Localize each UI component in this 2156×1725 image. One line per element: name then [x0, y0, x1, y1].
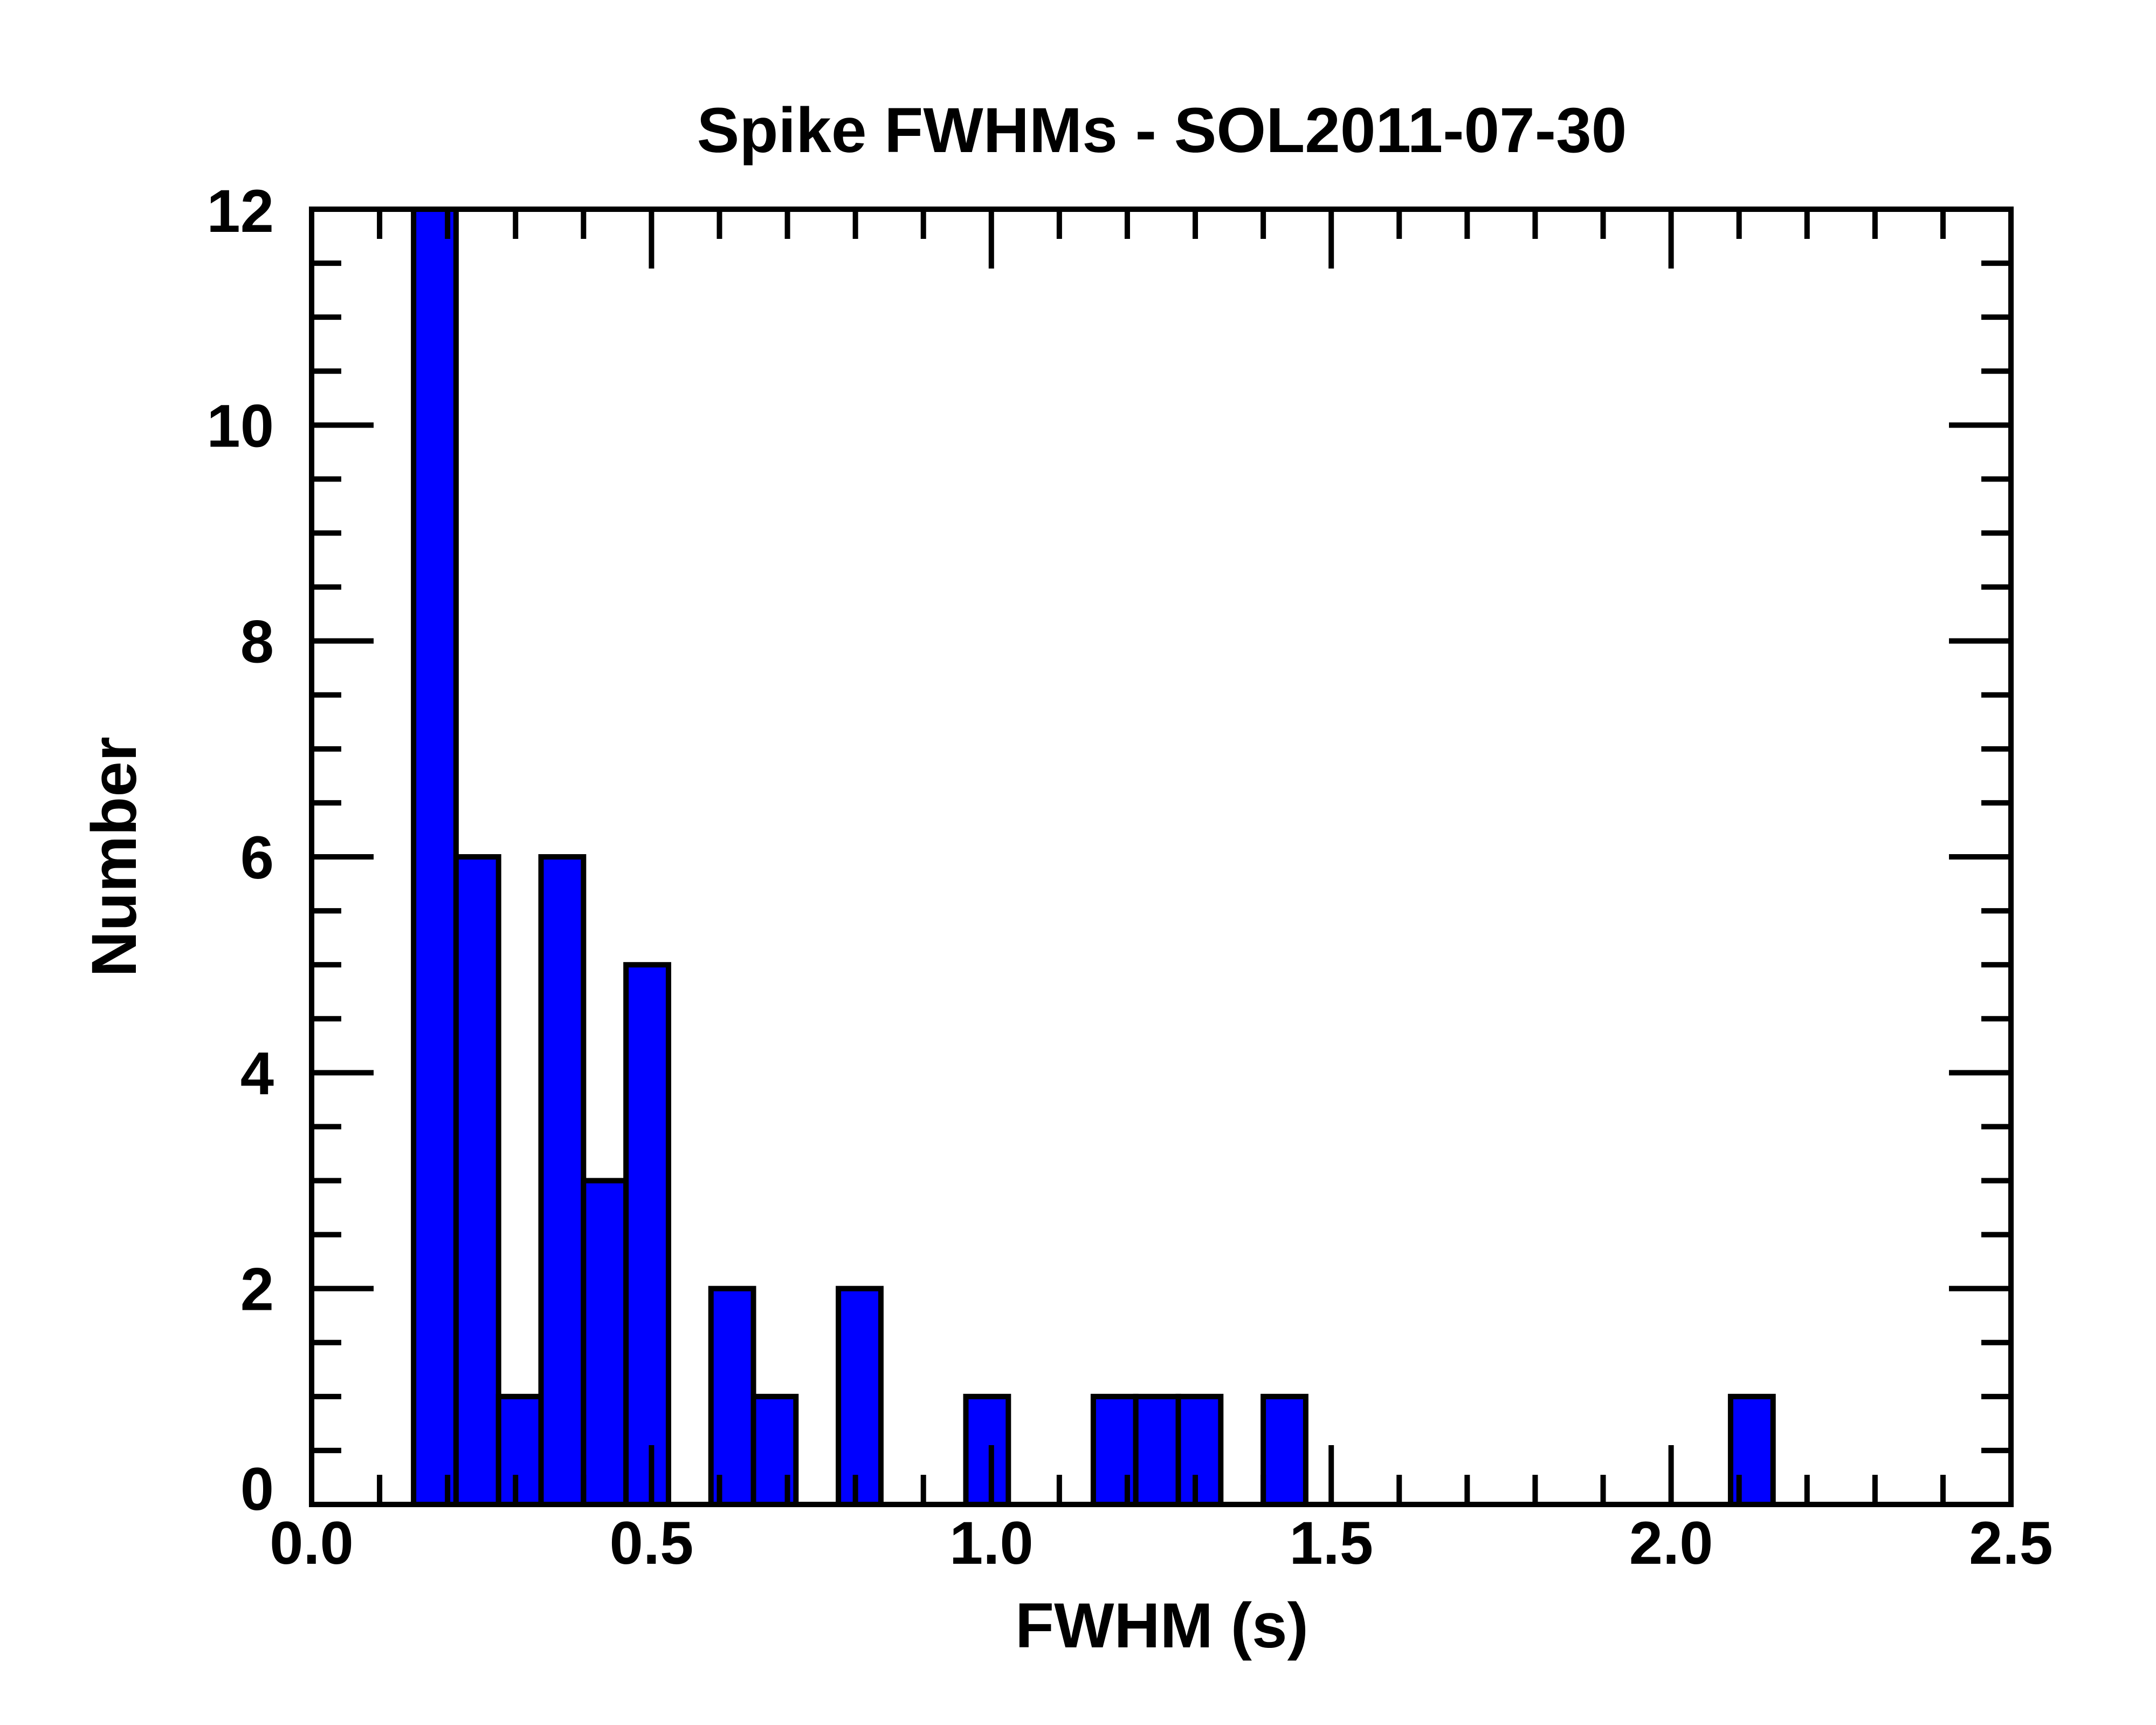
y-tick-labels: 0 2 4 6 8 10 12: [206, 177, 274, 1523]
x-axis-label: FWHM (s): [1015, 1590, 1308, 1661]
x-tick-label: 2.5: [1969, 1509, 2053, 1577]
histogram-bar: [411, 207, 459, 1507]
y-tick-label: 6: [240, 824, 274, 891]
y-tick-label: 4: [240, 1040, 274, 1107]
histogram-bar: [538, 854, 587, 1507]
y-tick-label: 8: [240, 608, 274, 676]
histogram-bar: [1175, 1393, 1224, 1507]
x-tick-label: 0.0: [270, 1509, 354, 1577]
chart-title: Spike FWHMs - SOL2011-07-30: [697, 95, 1627, 166]
plot-frame: [309, 207, 2014, 1507]
x-tick-labels: 0.0 0.5 1.0 1.5 2.0 2.5: [270, 1509, 2053, 1577]
histogram-bar: [495, 1393, 544, 1507]
x-tick-label: 1.0: [949, 1509, 1034, 1577]
x-tick-label: 2.0: [1629, 1509, 1713, 1577]
axis-ticks: [312, 209, 2011, 1504]
y-tick-label: 10: [206, 392, 274, 459]
histogram-bar: [836, 1286, 884, 1508]
histogram-bar: [963, 1393, 1011, 1507]
x-tick-label: 0.5: [610, 1509, 694, 1577]
y-tick-label: 0: [240, 1455, 274, 1523]
histogram-bar: [453, 854, 501, 1507]
histogram-bar: [1260, 1393, 1308, 1507]
histogram-bar: [581, 1178, 629, 1507]
histogram-bar: [708, 1286, 756, 1508]
histogram-bar: [623, 962, 671, 1507]
x-tick-label: 1.5: [1289, 1509, 1373, 1577]
y-axis-label: Number: [79, 737, 150, 977]
y-tick-label: 2: [240, 1256, 274, 1323]
bars-group: [411, 207, 1776, 1508]
y-tick-label: 12: [206, 177, 274, 245]
histogram-bar: [1133, 1393, 1181, 1507]
